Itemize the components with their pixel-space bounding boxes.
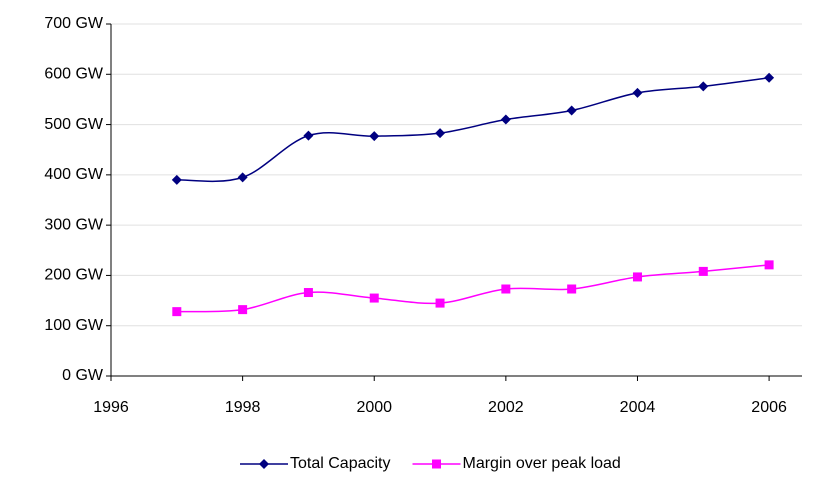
data-point [435,128,446,139]
data-point [172,307,182,317]
y-tick-label: 0 GW [62,367,104,384]
x-tick-label: 2004 [620,399,656,416]
y-tick-label: 600 GW [44,66,104,83]
data-point [764,260,774,270]
series-line [176,77,770,183]
y-tick-label: 700 GW [44,15,104,32]
y-tick-label: 200 GW [44,267,104,284]
data-point [171,174,182,185]
x-tick-label: 2006 [751,399,787,416]
x-tick-label: 1998 [225,399,261,416]
data-point [237,172,248,183]
legend-label: Total Capacity [290,455,391,472]
x-tick-label: 2002 [488,399,524,416]
x-tick-label: 2000 [356,399,392,416]
x-tick-label: 1996 [93,399,129,416]
data-point [632,272,642,282]
y-tick-label: 400 GW [44,166,104,183]
y-tick-label: 300 GW [44,216,104,233]
data-point [698,81,709,92]
legend-marker [432,459,441,469]
data-point [369,293,379,303]
data-point [566,105,577,116]
data-point [303,288,313,298]
data-point [501,284,511,294]
data-point [369,131,380,142]
data-point [698,266,708,276]
legend-marker [259,459,269,469]
data-point [238,305,248,315]
legend-label: Margin over peak load [463,455,621,472]
data-point [632,87,643,98]
data-point [764,72,775,83]
data-point [500,114,511,125]
data-point [303,130,314,141]
data-point [567,284,577,294]
data-point [435,298,445,308]
series-line [176,264,770,313]
y-tick-label: 100 GW [44,317,104,334]
y-tick-label: 500 GW [44,116,104,133]
